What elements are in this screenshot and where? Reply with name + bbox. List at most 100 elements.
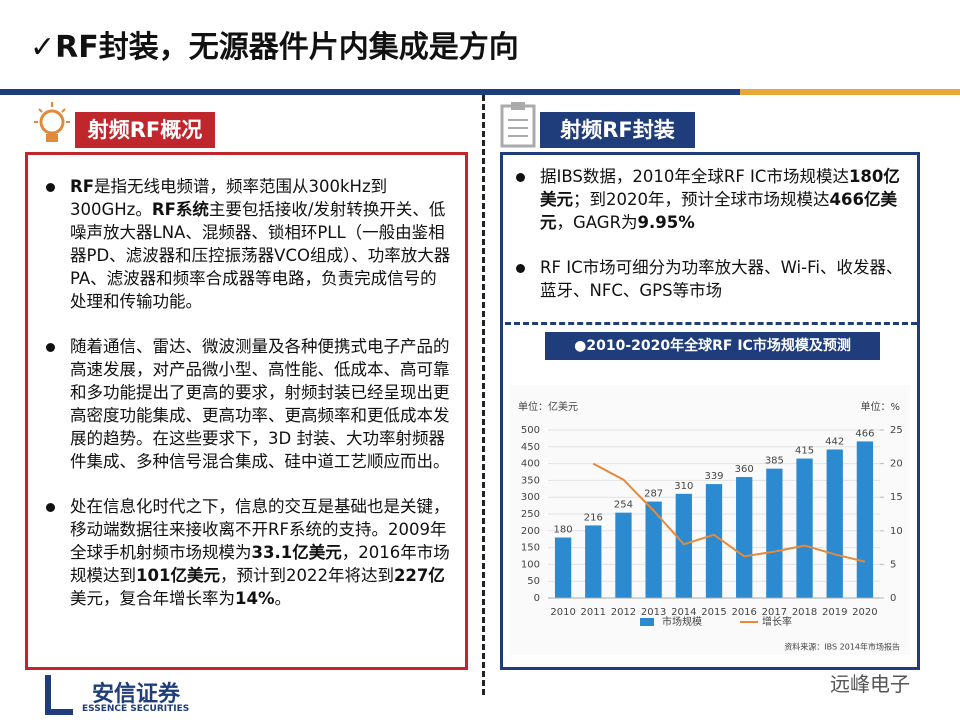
bar xyxy=(645,501,662,598)
text-run: ，预计到2022年将达到 xyxy=(219,566,394,585)
legend-label: 市场规模 xyxy=(662,615,702,628)
y2-tick-label: 25 xyxy=(890,425,903,436)
data-label: 360 xyxy=(735,464,754,475)
y-unit: 单位：亿美元 xyxy=(518,400,578,413)
data-label: 180 xyxy=(554,525,573,536)
text-run: 14% xyxy=(235,589,275,608)
x-tick-label: 2020 xyxy=(852,607,877,618)
data-label: 310 xyxy=(674,481,693,492)
y2-tick-label: 10 xyxy=(890,526,903,537)
text-run: 33.1亿美元 xyxy=(251,543,342,562)
x-tick-label: 2017 xyxy=(762,607,787,618)
left-box xyxy=(25,152,468,670)
right-text: 据IBS数据，2010年全球RF IC市场规模达180亿美元；到2020年，预计… xyxy=(510,165,905,324)
x-tick-label: 2012 xyxy=(611,607,636,618)
y-tick-label: 50 xyxy=(527,576,540,587)
right-separator xyxy=(505,322,917,325)
bar xyxy=(585,525,602,598)
text-run: 据IBS数据，2010年全球RF IC市场规模达 xyxy=(540,167,849,186)
bullet-paragraph: RF是指无线电频谱，频率范围从300kHz到300GHz。RF系统主要包括接收/… xyxy=(40,175,452,313)
chart-banner: ●2010-2020年全球RF IC市场规模及预测 xyxy=(545,332,880,360)
y-tick-label: 350 xyxy=(521,475,540,486)
text-run: RF xyxy=(70,177,94,196)
left-text: RF是指无线电频谱，频率范围从300kHz到300GHz。RF系统主要包括接收/… xyxy=(40,175,452,632)
text-run: RF系统 xyxy=(151,200,209,219)
clipboard-icon xyxy=(500,102,536,148)
divider xyxy=(482,95,485,695)
y-tick-label: 150 xyxy=(521,543,540,554)
x-tick-label: 2015 xyxy=(701,607,726,618)
bulb-icon xyxy=(34,102,70,142)
title-rule xyxy=(0,89,740,95)
left-label: 射频RF概况 xyxy=(75,112,215,148)
text-run: 主要包括接收/发射转换开关、低噪声放大器LNA、混频器、锁相环PLL（一般由鉴相… xyxy=(70,200,451,311)
y2-unit: 单位：% xyxy=(860,400,900,413)
bar xyxy=(554,537,572,598)
data-label: 385 xyxy=(765,456,784,467)
y-tick-label: 300 xyxy=(521,492,540,503)
y2-tick-label: 20 xyxy=(890,459,903,470)
text-run: 处在信息化时代之下，信息的交互是基础也是关键，移动端数据往来接收离不开RF系统的… xyxy=(70,497,450,562)
y2-tick-label: 15 xyxy=(890,492,903,503)
x-tick-label: 2014 xyxy=(671,607,696,618)
text-run: ；到2020年，预计全球市场规模达 xyxy=(573,190,830,209)
x-tick-label: 2018 xyxy=(792,607,817,618)
y-tick-label: 250 xyxy=(521,509,540,520)
bar xyxy=(796,458,813,598)
legend-label: 增长率 xyxy=(762,615,792,628)
y2-tick-label: 5 xyxy=(890,559,896,570)
data-label: 254 xyxy=(614,500,633,511)
title-rule-accent xyxy=(740,89,960,95)
text-run: 。 xyxy=(274,589,292,608)
bullet-paragraph: 据IBS数据，2010年全球RF IC市场规模达180亿美元；到2020年，预计… xyxy=(510,165,905,234)
y-tick-label: 0 xyxy=(534,593,540,604)
watermark: 远峰电子 xyxy=(830,672,910,696)
text-run: 101亿美元 xyxy=(136,566,220,585)
data-label: 287 xyxy=(644,489,663,500)
bullet-paragraph: 随着通信、雷达、微波测量及各种便携式电子产品的高速发展，对产品微小型、高性能、低… xyxy=(40,335,452,473)
text-run: 随着通信、雷达、微波测量及各种便携式电子产品的高速发展，对产品微小型、高性能、低… xyxy=(70,337,450,471)
bar xyxy=(826,449,843,598)
x-tick-label: 2016 xyxy=(731,607,756,618)
right-label: 射频RF封装 xyxy=(540,112,695,148)
data-label: 415 xyxy=(795,446,814,457)
text-run: 227亿 xyxy=(393,566,445,585)
data-label: 466 xyxy=(855,428,874,439)
legend-swatch xyxy=(640,618,654,626)
company-en: ESSENCE SECURITIES xyxy=(82,704,190,714)
text-run: 是指无线电频谱，频率范围从300kHz到300GHz。 xyxy=(70,177,388,219)
x-tick-label: 2010 xyxy=(550,607,575,618)
bar xyxy=(615,512,632,598)
bullet-paragraph: 处在信息化时代之下，信息的交互是基础也是关键，移动端数据往来接收离不开RF系统的… xyxy=(40,495,452,610)
data-label: 442 xyxy=(825,436,844,447)
title: ✓RF封装，无源器件片内集成是方向 xyxy=(30,30,519,65)
text-run: ，GAGR为 xyxy=(556,213,638,232)
text-run: 美元，复合年增长率为 xyxy=(70,589,235,608)
x-tick-label: 2013 xyxy=(641,607,666,618)
company: 安信证券 xyxy=(92,682,181,707)
bar xyxy=(766,468,783,598)
y-tick-label: 400 xyxy=(521,459,540,470)
bar xyxy=(705,484,723,598)
bar xyxy=(675,493,692,598)
data-label: 339 xyxy=(704,471,723,482)
y-tick-label: 450 xyxy=(521,442,540,453)
source: 资料来源：IBS 2014年市场报告 xyxy=(784,642,900,652)
text-run: 466亿美元 xyxy=(540,190,897,232)
data-label: 216 xyxy=(584,512,603,523)
bar xyxy=(736,477,753,598)
bullet-paragraph: RF IC市场可细分为功率放大器、Wi-Fi、收发器、蓝牙、NFC、GPS等市场 xyxy=(510,256,905,302)
chart: 单位：亿美元 单位：%050100150200250300350400450500… xyxy=(510,385,910,655)
logo-mark xyxy=(45,675,73,715)
line xyxy=(592,462,866,563)
y-tick-label: 100 xyxy=(521,559,540,570)
x-tick-label: 2019 xyxy=(822,607,847,618)
right-box xyxy=(500,152,920,670)
x-tick-label: 2011 xyxy=(581,607,606,618)
text-run: ，2016年市场规模达到 xyxy=(70,543,450,585)
y2-tick-label: 0 xyxy=(890,593,896,604)
y-tick-label: 500 xyxy=(521,425,540,436)
text-run: 9.95% xyxy=(637,213,695,232)
y-tick-label: 200 xyxy=(521,526,540,537)
